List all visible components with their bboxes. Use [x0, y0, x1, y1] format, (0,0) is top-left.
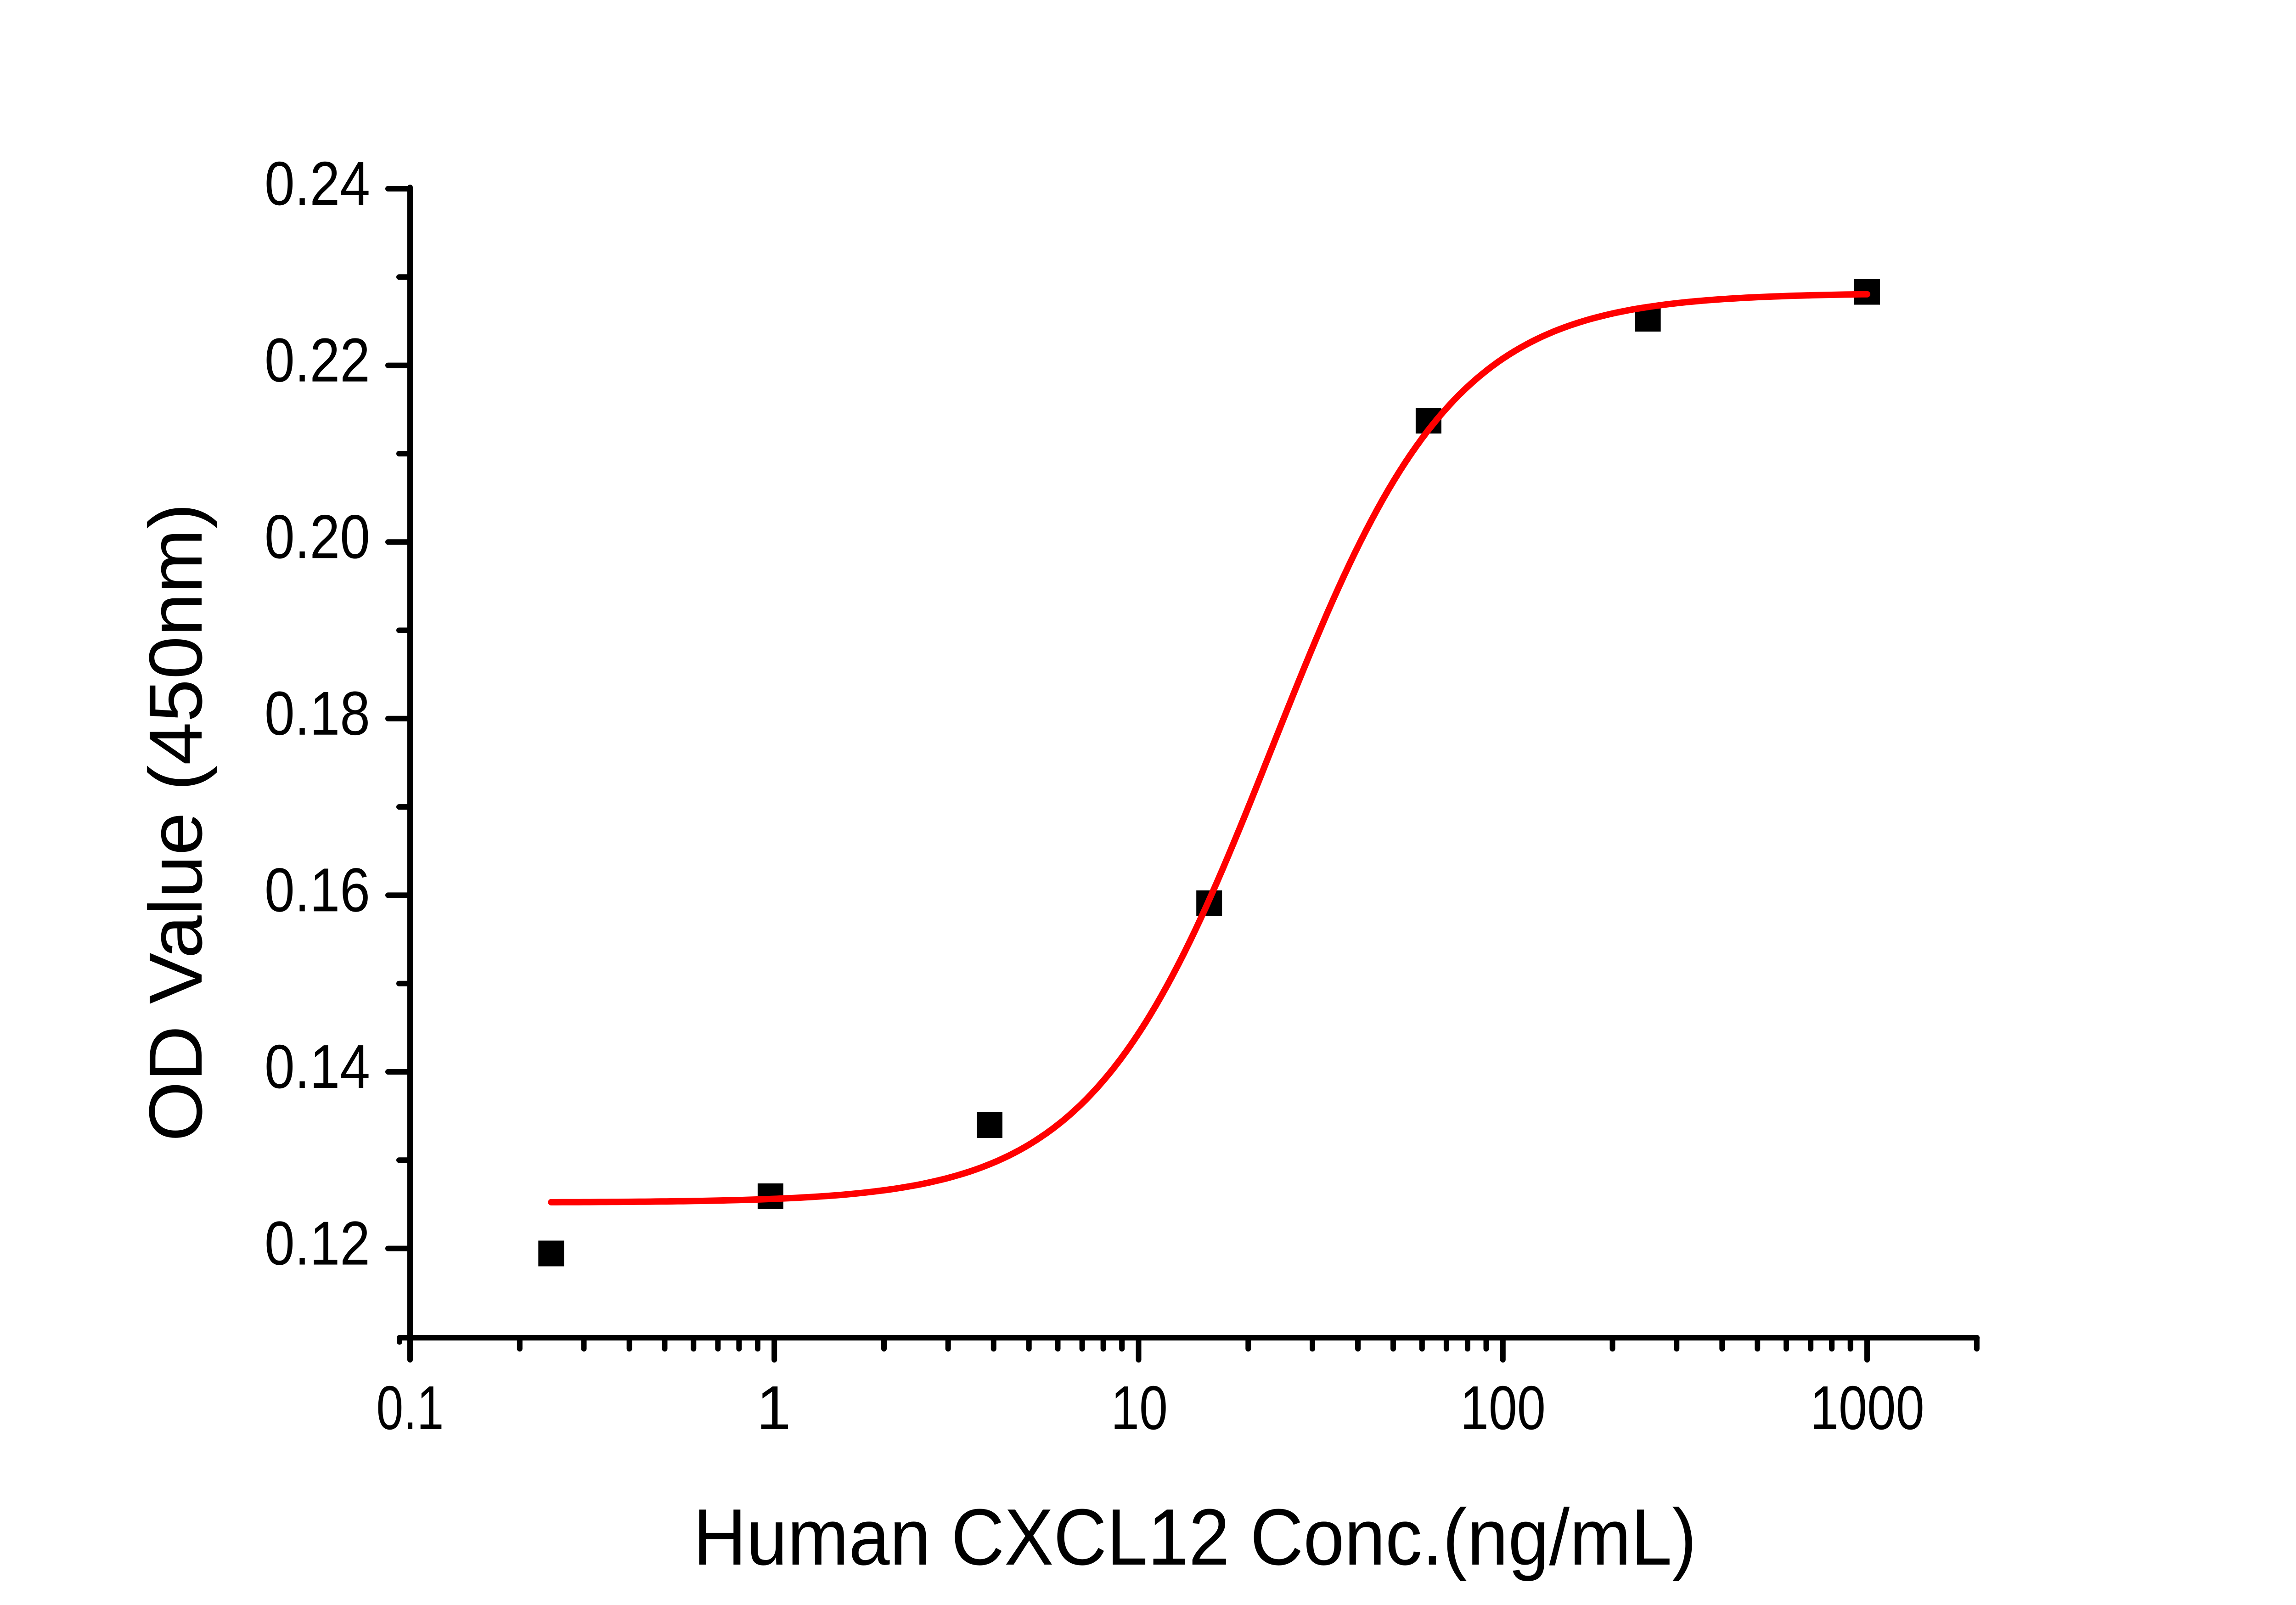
- svg-text:0.1: 0.1: [377, 1373, 444, 1442]
- svg-text:1: 1: [756, 1373, 791, 1442]
- svg-text:0.24: 0.24: [264, 149, 370, 218]
- svg-text:1000: 1000: [1810, 1373, 1925, 1442]
- svg-text:0.22: 0.22: [264, 326, 370, 395]
- svg-text:0.18: 0.18: [264, 679, 370, 748]
- svg-text:OD Value (450nm): OD Value (450nm): [134, 503, 218, 1142]
- svg-text:0.16: 0.16: [264, 855, 370, 924]
- svg-text:0.12: 0.12: [264, 1209, 370, 1278]
- svg-text:10: 10: [1111, 1373, 1168, 1442]
- svg-text:100: 100: [1460, 1373, 1546, 1442]
- svg-text:0.20: 0.20: [264, 502, 370, 571]
- svg-text:Human CXCL12 Conc.(ng/mL): Human CXCL12 Conc.(ng/mL): [693, 1492, 1697, 1582]
- svg-text:0.14: 0.14: [264, 1032, 370, 1101]
